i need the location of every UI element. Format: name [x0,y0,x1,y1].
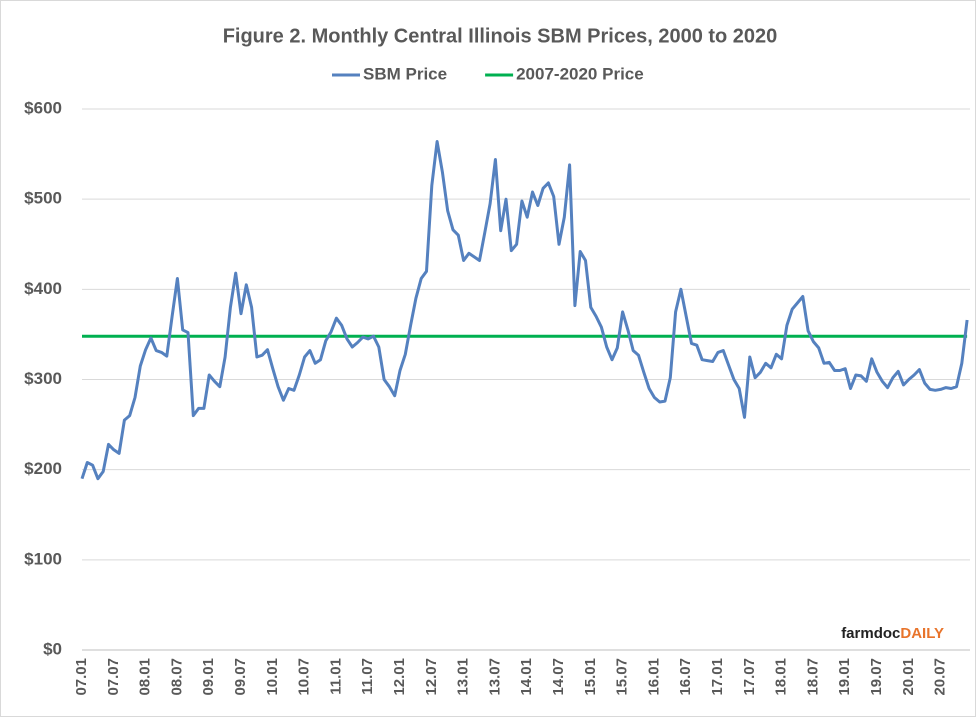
y-tick-label: $400 [24,279,62,298]
x-tick-label: 16.01 [645,658,662,696]
line-series [80,140,969,481]
x-tick-label: 07.07 [105,658,122,696]
y-tick-label: $300 [24,369,62,388]
x-tick-label: 08.01 [137,658,154,696]
x-tick-label: 09.07 [232,658,249,696]
x-tick-label: 11.07 [359,658,376,695]
x-tick-label: 17.01 [709,658,726,696]
x-tick-label: 07.01 [73,658,90,696]
x-tick-label: 17.07 [741,658,758,696]
y-tick-label: $500 [24,189,62,208]
x-tick-label: 13.07 [486,658,503,696]
x-tick-label: 10.07 [296,658,313,696]
x-tick-label: 20.01 [900,658,917,696]
x-tick-label: 20.07 [932,658,949,696]
x-tick-label: 12.07 [423,658,440,696]
logo: farmdocDAILY [841,625,944,642]
x-tick-label: 16.07 [677,658,694,696]
x-tick-label: 19.07 [868,658,885,696]
x-tick-label: 12.01 [391,658,408,696]
y-tick-label: $200 [24,459,62,478]
x-tick-label: 09.01 [200,658,217,696]
x-tick-label: 14.07 [550,658,567,696]
chart-title: Figure 2. Monthly Central Illinois SBM P… [223,25,778,47]
y-tick-label: $600 [24,98,62,117]
x-tick-label: 15.07 [614,658,631,696]
x-tick-label: 14.01 [518,658,535,696]
x-tick-label: 18.01 [773,658,790,696]
x-tick-label: 10.01 [264,658,281,696]
x-tick-label: 15.01 [582,658,599,696]
legend-label: 2007-2020 Price [516,64,644,83]
x-tick-label: 11.01 [327,658,344,695]
legend-label: SBM Price [363,64,447,83]
x-tick-label: 08.07 [168,658,185,696]
x-tick-label: 13.01 [455,658,472,696]
x-tick-label: 18.07 [804,658,821,696]
y-tick-label: $100 [24,549,62,568]
x-tick-label: 19.01 [836,658,853,696]
y-tick-label: $0 [43,639,62,658]
